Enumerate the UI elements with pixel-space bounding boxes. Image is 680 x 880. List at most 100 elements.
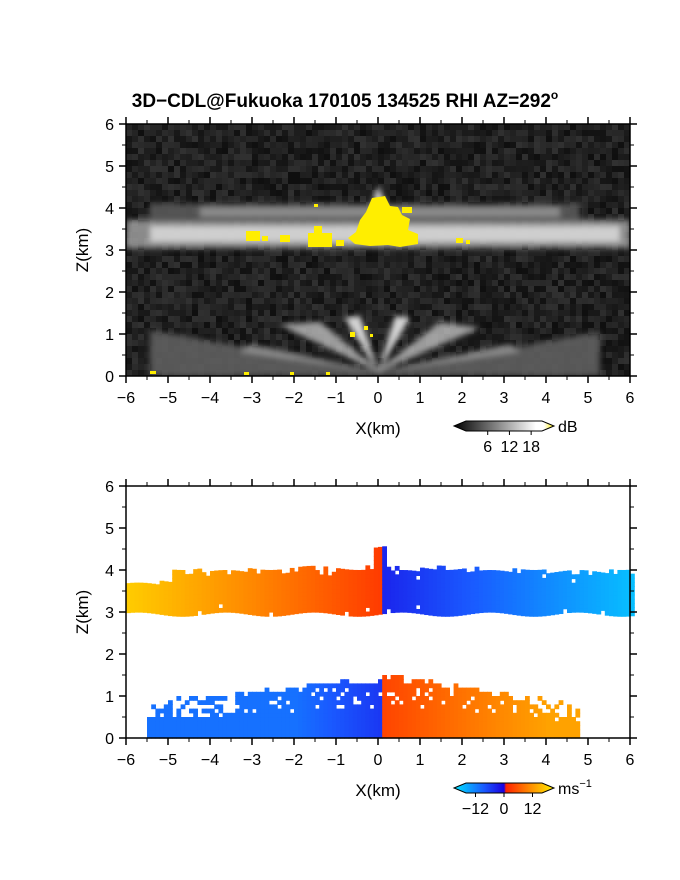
velocity-cell [193, 611, 198, 616]
noise-cell [552, 286, 558, 292]
noise-cell [510, 124, 516, 130]
noise-cell [354, 274, 360, 280]
noise-cell [486, 124, 492, 130]
velocity-cell [386, 587, 392, 593]
velocity-cell [537, 569, 543, 575]
noise-cell [216, 310, 222, 316]
noise-cell [420, 184, 426, 190]
noise-cell [252, 142, 258, 148]
noise-cell [318, 256, 324, 262]
velocity-cell [172, 611, 177, 617]
velocity-cell [617, 603, 623, 609]
velocity-cell [407, 595, 413, 601]
velocity-cell [533, 595, 539, 600]
noise-cell [564, 280, 570, 286]
noise-cell [276, 316, 282, 322]
noise-cell [348, 292, 354, 298]
noise-cell [396, 310, 402, 316]
noise-cell [126, 304, 132, 310]
velocity-cell [625, 574, 631, 579]
noise-cell [156, 166, 162, 172]
noise-cell [318, 352, 324, 358]
velocity-cell [504, 600, 509, 606]
velocity-cell [306, 591, 312, 596]
noise-cell [138, 328, 144, 334]
noise-cell [270, 334, 276, 340]
velocity-cell [323, 574, 329, 580]
noise-cell [600, 286, 606, 292]
noise-cell [288, 196, 294, 202]
noise-cell [516, 334, 522, 340]
noise-cell [462, 136, 468, 142]
velocity-cell [625, 586, 631, 592]
noise-cell [528, 130, 534, 136]
noise-cell [528, 280, 534, 286]
velocity-cell [546, 573, 551, 579]
velocity-cell [273, 578, 278, 584]
noise-cell [132, 352, 138, 358]
noise-cell [390, 190, 396, 196]
noise-cell [402, 154, 408, 160]
velocity-cell [529, 607, 534, 613]
noise-cell [330, 358, 336, 364]
noise-cell [150, 190, 156, 196]
noise-cell [228, 328, 234, 334]
noise-cell [240, 304, 246, 310]
noise-cell [606, 298, 612, 304]
noise-cell [582, 166, 588, 172]
noise-cell [606, 130, 612, 136]
noise-cell [546, 160, 552, 166]
velocity-cell [352, 569, 358, 575]
velocity-cell [352, 578, 358, 584]
velocity-cell [235, 608, 240, 614]
noise-cell [414, 166, 420, 172]
velocity-cell [147, 583, 152, 589]
velocity-cell [193, 733, 198, 739]
velocity-cell [298, 575, 303, 580]
velocity-cell [306, 578, 312, 584]
velocity-cell [193, 717, 198, 722]
noise-cell [300, 196, 306, 202]
velocity-cell [168, 717, 173, 722]
velocity-cell [197, 581, 203, 586]
velocity-cell [436, 594, 442, 600]
noise-cell [414, 178, 420, 184]
noise-cell [588, 190, 594, 196]
noise-cell [330, 154, 336, 160]
noise-cell [594, 202, 600, 208]
velocity-cell [453, 582, 459, 587]
noise-cell [606, 148, 612, 154]
noise-cell [426, 184, 432, 190]
x-tick-label: 3 [500, 390, 509, 407]
velocity-cell [302, 583, 308, 588]
velocity-cell [340, 589, 345, 595]
noise-cell [432, 142, 438, 148]
noise-cell [330, 322, 336, 328]
velocity-cell [260, 582, 266, 588]
noise-cell [360, 316, 366, 322]
velocity-cell [525, 603, 530, 609]
noise-cell [234, 322, 240, 328]
noise-cell [246, 304, 252, 310]
velocity-cell [491, 586, 497, 592]
noise-cell [246, 292, 252, 298]
noise-cell [558, 124, 564, 130]
velocity-cell [604, 581, 610, 587]
noise-cell [162, 172, 168, 178]
velocity-cell [327, 583, 333, 589]
noise-cell [594, 316, 600, 322]
velocity-cell [411, 595, 417, 601]
noise-cell [126, 208, 132, 214]
velocity-cell [365, 577, 371, 583]
noise-cell [222, 154, 228, 160]
noise-cell [150, 322, 156, 328]
noise-cell [624, 334, 630, 340]
noise-cell [156, 142, 162, 148]
noise-cell [456, 178, 462, 184]
noise-cell [522, 250, 528, 256]
noise-cell [228, 322, 234, 328]
velocity-cell [407, 574, 413, 580]
noise-cell [228, 274, 234, 280]
noise-cell [360, 268, 366, 274]
velocity-cell [180, 717, 186, 722]
